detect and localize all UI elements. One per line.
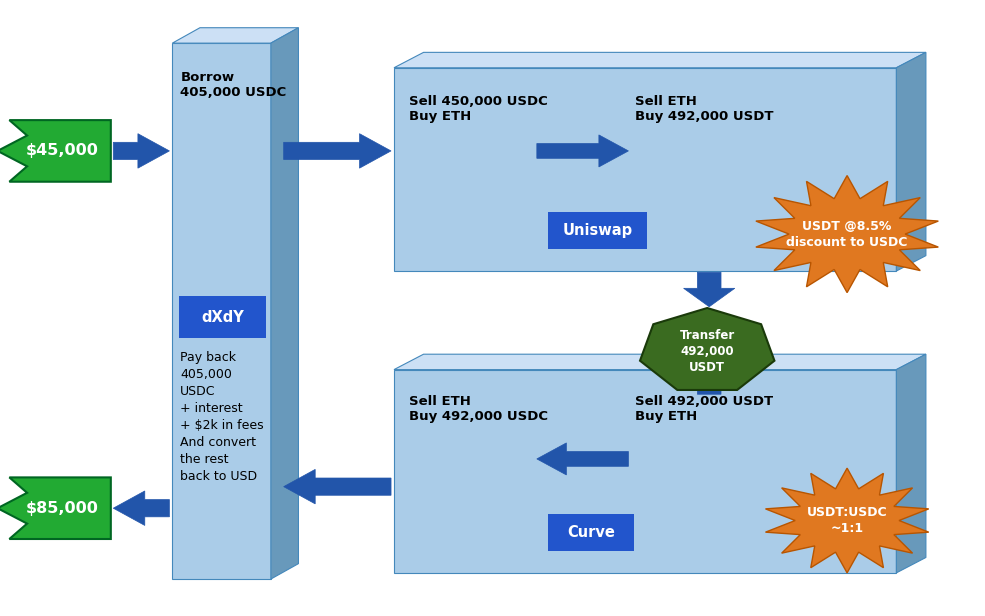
Polygon shape: [640, 308, 774, 390]
Text: Sell 492,000 USDT
Buy ETH: Sell 492,000 USDT Buy ETH: [635, 395, 773, 423]
FancyBboxPatch shape: [548, 514, 634, 551]
Polygon shape: [394, 52, 926, 68]
Polygon shape: [172, 28, 298, 43]
Polygon shape: [537, 443, 628, 475]
Text: USDT @8.5%
discount to USDC: USDT @8.5% discount to USDC: [786, 219, 908, 249]
Text: Curve: Curve: [567, 525, 615, 540]
FancyBboxPatch shape: [548, 212, 647, 249]
FancyBboxPatch shape: [179, 296, 266, 338]
Text: Sell ETH
Buy 492,000 USDT: Sell ETH Buy 492,000 USDT: [635, 95, 774, 123]
Text: dXdY: dXdY: [201, 310, 244, 325]
Polygon shape: [0, 477, 110, 539]
Polygon shape: [896, 52, 926, 271]
Text: $45,000: $45,000: [26, 144, 99, 158]
Polygon shape: [284, 469, 391, 504]
Text: USDT:USDC
~1:1: USDT:USDC ~1:1: [807, 506, 887, 535]
FancyBboxPatch shape: [172, 43, 271, 579]
FancyBboxPatch shape: [394, 370, 896, 573]
Polygon shape: [684, 368, 735, 394]
Polygon shape: [113, 134, 169, 168]
FancyBboxPatch shape: [394, 68, 896, 271]
Text: Borrow
405,000 USDC: Borrow 405,000 USDC: [180, 71, 287, 99]
Polygon shape: [755, 176, 939, 293]
Polygon shape: [113, 491, 169, 525]
Polygon shape: [271, 28, 298, 579]
Text: Uniswap: Uniswap: [562, 223, 632, 238]
Text: Transfer
492,000
USDT: Transfer 492,000 USDT: [680, 328, 735, 374]
Polygon shape: [394, 354, 926, 370]
Polygon shape: [896, 354, 926, 573]
Polygon shape: [0, 120, 110, 182]
Text: Sell 450,000 USDC
Buy ETH: Sell 450,000 USDC Buy ETH: [409, 95, 548, 123]
Polygon shape: [765, 468, 929, 573]
Polygon shape: [284, 134, 391, 168]
Polygon shape: [537, 135, 628, 167]
Text: Sell ETH
Buy 492,000 USDC: Sell ETH Buy 492,000 USDC: [409, 395, 548, 423]
Text: $85,000: $85,000: [26, 501, 99, 516]
Polygon shape: [684, 272, 735, 307]
Text: Pay back
405,000
USDC
+ interest
+ $2k in fees
And convert
the rest
back to USD: Pay back 405,000 USDC + interest + $2k i…: [180, 351, 264, 483]
